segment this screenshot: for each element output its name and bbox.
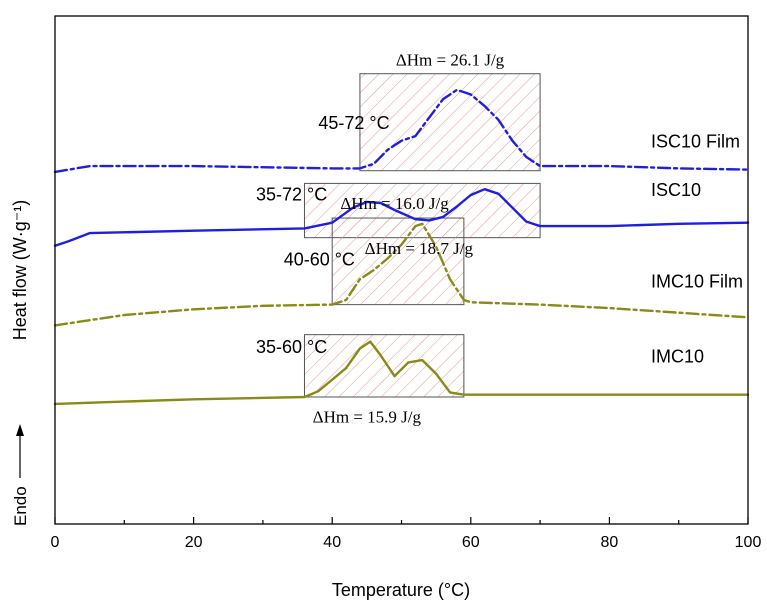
peak-region-0 (359, 73, 541, 172)
y-axis-label: Heat flow (W·g⁻¹) (10, 200, 30, 341)
series-label: IMC10 (651, 346, 704, 366)
x-tick-label: 40 (323, 534, 341, 551)
temperature-range-label: 40-60 °C (284, 249, 355, 269)
x-axis-ticks: 0 20 40 60 80 100 (51, 517, 762, 551)
x-axis-label: Temperature (°C) (332, 580, 470, 600)
x-tick-label: 100 (735, 534, 762, 551)
series-line-imc10 (53, 340, 750, 406)
x-tick-label: 80 (601, 534, 619, 551)
temperature-range-label: 45-72 °C (318, 113, 389, 133)
x-tick-label: 0 (51, 534, 60, 551)
endo-arrow-head (16, 424, 24, 436)
series-label: ISC10 (651, 180, 701, 200)
x-tick-label: 60 (462, 534, 480, 551)
annotations-layer: ΔHm = 26.1 J/g 45-72 °C ISC10 Film 35-72 °C… (256, 51, 743, 427)
enthalpy-label: ΔHm = 18.7 J/g (365, 239, 474, 258)
enthalpy-label: ΔHm = 26.1 J/g (396, 51, 505, 70)
x-tick-label: 20 (185, 534, 203, 551)
enthalpy-label: ΔHm = 15.9 J/g (313, 407, 422, 426)
series-layer (53, 88, 750, 406)
series-line-isc10 (53, 188, 750, 247)
temperature-range-label: 35-60 °C (256, 337, 327, 357)
peak-region-3 (303, 334, 465, 398)
enthalpy-label: ΔHm = 16.0 J/g (340, 194, 449, 213)
series-label: IMC10 Film (651, 271, 743, 291)
endo-label: Endo (11, 486, 30, 526)
series-label: ISC10 Film (651, 132, 740, 152)
temperature-range-label: 35-72 °C (256, 185, 327, 205)
series-line-imc10-film (53, 222, 750, 327)
series-line-isc10-film (53, 88, 750, 174)
